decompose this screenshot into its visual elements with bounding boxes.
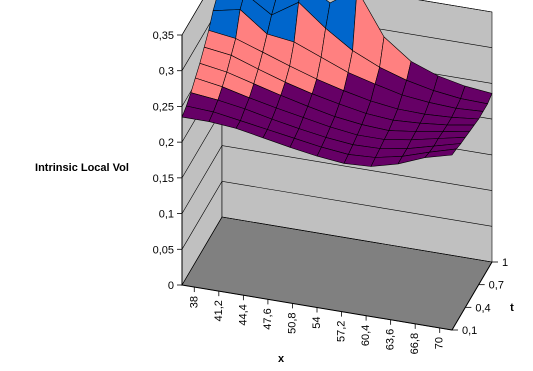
z-gridline (181, 145, 493, 214)
surface-patch (383, 130, 417, 141)
surface-patch (379, 139, 412, 149)
t-axis-title: t (510, 302, 514, 314)
x-tick-label: 38 (188, 296, 200, 308)
z-tick-label: 0,25 (153, 101, 174, 113)
z-gridline (181, 216, 493, 286)
z-axis-title: Intrinsic Local Vol (35, 162, 129, 174)
x-axis-title: x (278, 353, 285, 365)
z-tick-label: 0,3 (159, 66, 174, 78)
surface-patch (442, 124, 475, 132)
x-tick-labels: 38 41,2 44,4 47,6 50,8 54 57,2 60,4 63,6 66,8 70 (188, 287, 446, 354)
x-tick-label: 57,2 (335, 321, 347, 342)
z-tick-label: 0,2 (159, 137, 174, 149)
surface-patch (424, 148, 457, 158)
x-tick-label: 60,4 (360, 325, 372, 346)
t-tick-label: 0,1 (462, 325, 477, 337)
z-tick-label: 0,35 (153, 30, 174, 42)
t-tick-labels: 0,1 0,4 0,7 1 (452, 257, 508, 337)
x-tick-label: 54 (311, 317, 323, 329)
x-tick-label: 66,8 (409, 333, 421, 354)
x-tick-label: 63,6 (385, 329, 397, 350)
t-axis-line (451, 261, 493, 331)
z-tick-label: 0 (168, 280, 174, 292)
z-tick-label: 0,15 (153, 173, 174, 185)
t-tick-label: 0,4 (475, 302, 490, 314)
z-tick-label: 0,05 (153, 244, 174, 256)
x-tick-label: 70 (434, 337, 446, 349)
z-tick-label: 0,1 (159, 209, 174, 221)
t-tick-label: 0,7 (489, 280, 504, 292)
surface-mesh (181, 0, 493, 167)
x-tick-label: 41,2 (213, 300, 225, 321)
x-tick-label: 50,8 (287, 312, 299, 333)
x-tick-label: 44,4 (237, 304, 249, 325)
t-tick-label: 1 (502, 257, 508, 269)
surface-patch (446, 117, 480, 126)
surface-patch (415, 122, 448, 132)
surface-patch (212, 0, 244, 11)
x-tick-label: 47,6 (262, 308, 274, 329)
z-gridline (181, 180, 493, 250)
z-gridline (181, 0, 493, 36)
z-tick-labels: 0 0,05 0,1 0,15 0,2 0,25 0,3 0,35 (153, 30, 182, 292)
